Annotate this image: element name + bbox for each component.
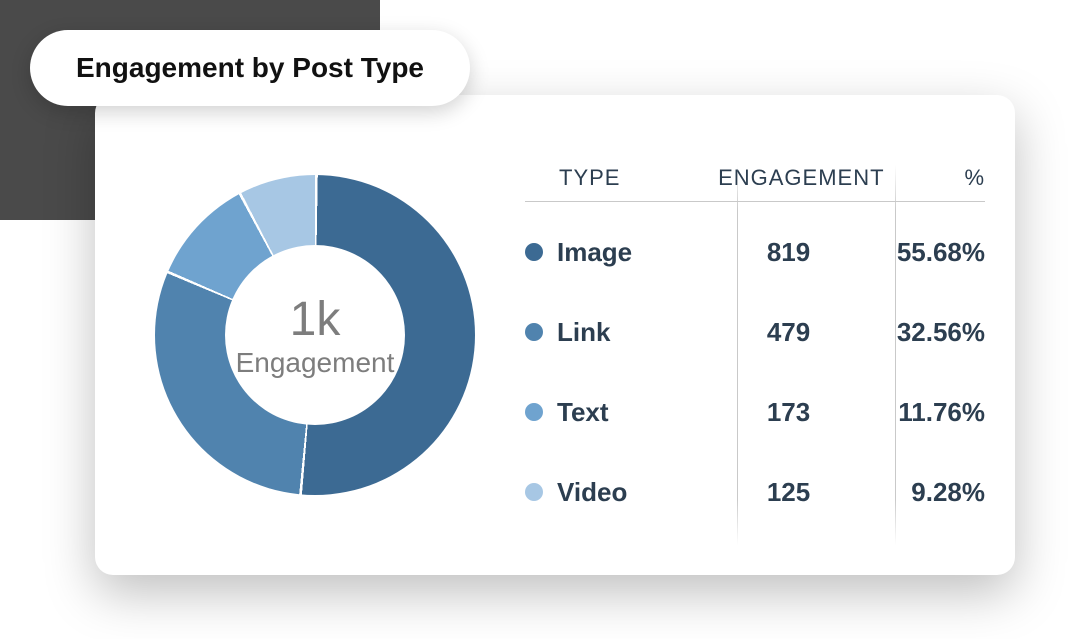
table-row: Image 81955.68% — [525, 212, 985, 292]
engagement-table: TYPE ENGAGEMENT % Image 81955.68% Link 4793… — [525, 165, 985, 545]
cell-percent: 11.76% — [870, 397, 985, 428]
type-label: Link — [557, 317, 610, 348]
legend-swatch — [525, 403, 543, 421]
cell-engagement: 479 — [707, 317, 870, 348]
donut-chart: 1k Engagement — [155, 175, 475, 495]
cell-type: Text — [525, 397, 707, 428]
table-header: TYPE ENGAGEMENT % — [525, 165, 985, 202]
table-row: Link 47932.56% — [525, 292, 985, 372]
table-row: Text 17311.76% — [525, 372, 985, 452]
type-label: Video — [557, 477, 627, 508]
cell-type: Video — [525, 477, 707, 508]
type-label: Image — [557, 237, 632, 268]
cell-type: Link — [525, 317, 707, 348]
legend-swatch — [525, 243, 543, 261]
col-header-engagement: ENGAGEMENT — [718, 165, 884, 191]
cell-type: Image — [525, 237, 707, 268]
cell-percent: 55.68% — [870, 237, 985, 268]
col-header-type: TYPE — [525, 165, 718, 191]
col-header-percent: % — [885, 165, 985, 191]
type-label: Text — [557, 397, 609, 428]
cell-engagement: 819 — [707, 237, 870, 268]
table-row: Video 1259.28% — [525, 452, 985, 532]
card-title-pill: Engagement by Post Type — [30, 30, 470, 106]
table-divider — [737, 165, 738, 545]
cell-percent: 9.28% — [870, 477, 985, 508]
cell-engagement: 125 — [707, 477, 870, 508]
legend-swatch — [525, 323, 543, 341]
legend-swatch — [525, 483, 543, 501]
cell-engagement: 173 — [707, 397, 870, 428]
cell-percent: 32.56% — [870, 317, 985, 348]
donut-total: 1k — [290, 292, 341, 347]
card-title: Engagement by Post Type — [76, 52, 424, 83]
donut-label: Engagement — [236, 347, 395, 379]
table-body: Image 81955.68% Link 47932.56% Text 17311.76%… — [525, 212, 985, 532]
donut-center: 1k Engagement — [225, 245, 405, 425]
table-divider — [895, 165, 896, 545]
engagement-card: 1k Engagement TYPE ENGAGEMENT % Image 819… — [95, 95, 1015, 575]
